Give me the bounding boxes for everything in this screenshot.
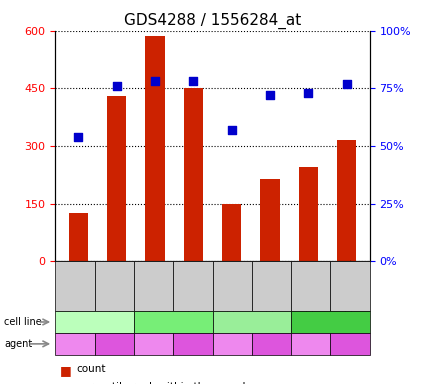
Text: GSM662893: GSM662893	[306, 259, 315, 313]
Text: GSM662891: GSM662891	[71, 259, 79, 313]
Text: DZNep: DZNep	[177, 339, 208, 348]
Text: DZNep: DZNep	[256, 339, 287, 348]
Text: DZNep: DZNep	[334, 339, 366, 348]
Bar	[337, 140, 356, 261]
Point	[343, 81, 350, 87]
Point	[152, 78, 159, 84]
Text: agent: agent	[4, 339, 32, 349]
Text: control: control	[295, 339, 326, 348]
Title: GDS4288 / 1556284_at: GDS4288 / 1556284_at	[124, 13, 301, 29]
Bar	[107, 96, 126, 261]
Text: NCI-H929: NCI-H929	[227, 317, 277, 327]
Point	[266, 92, 273, 98]
Bar	[145, 36, 164, 261]
Text: control: control	[138, 339, 169, 348]
Bar	[184, 88, 203, 261]
Text: GSM662889: GSM662889	[149, 259, 158, 313]
Text: percentile rank within the sample: percentile rank within the sample	[76, 382, 252, 384]
Text: ■: ■	[60, 364, 71, 377]
Text: GSM662888: GSM662888	[267, 259, 276, 313]
Text: GSM662892: GSM662892	[110, 259, 119, 313]
Bar	[299, 167, 318, 261]
Text: control: control	[216, 339, 248, 348]
Bar	[222, 204, 241, 261]
Bar	[261, 179, 280, 261]
Bar	[69, 213, 88, 261]
Text: OPM-2: OPM-2	[314, 317, 347, 327]
Text: GSM662890: GSM662890	[188, 259, 197, 313]
Point	[228, 127, 235, 133]
Text: control: control	[59, 339, 91, 348]
Point	[75, 134, 82, 140]
Text: GSM662887: GSM662887	[228, 259, 237, 313]
Text: ■: ■	[60, 382, 71, 384]
Point	[190, 78, 197, 84]
Text: DZNep: DZNep	[99, 339, 130, 348]
Text: KMS18: KMS18	[77, 317, 112, 327]
Text: GSM662894: GSM662894	[346, 259, 354, 313]
Text: MM.1S: MM.1S	[156, 317, 190, 327]
Point	[113, 83, 120, 89]
Text: count: count	[76, 364, 106, 374]
Text: cell line: cell line	[4, 317, 42, 327]
Point	[305, 90, 312, 96]
